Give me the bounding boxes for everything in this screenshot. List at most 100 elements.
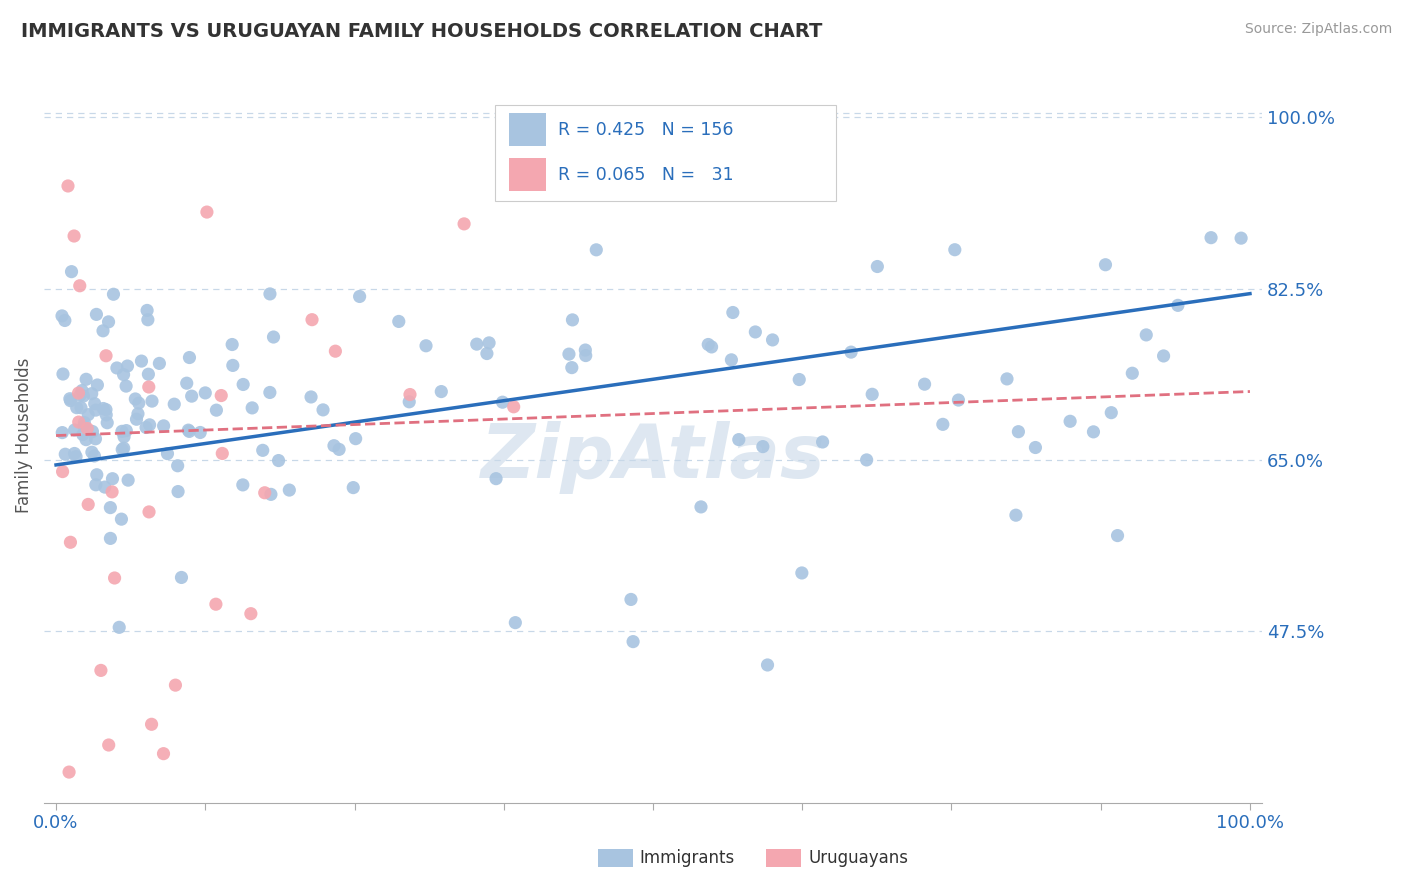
Point <box>138 368 160 382</box>
Point <box>105 361 128 376</box>
Point <box>180 389 202 403</box>
Text: R = 0.065   N =   31: R = 0.065 N = 31 <box>558 166 734 184</box>
Point <box>136 312 159 326</box>
Point <box>73 418 96 433</box>
Point <box>135 420 157 434</box>
Point <box>209 388 232 402</box>
Point <box>561 360 583 375</box>
Point <box>138 505 160 519</box>
Point <box>839 345 862 359</box>
Point <box>53 447 76 461</box>
Point <box>152 747 174 761</box>
Point <box>263 330 285 344</box>
Point <box>1121 366 1143 380</box>
Point <box>63 446 86 460</box>
Point <box>478 335 501 350</box>
Point <box>131 354 153 368</box>
Point <box>621 634 644 648</box>
Point <box>312 403 335 417</box>
Point <box>195 205 218 219</box>
Point <box>80 386 103 401</box>
Point <box>84 432 107 446</box>
Point <box>94 349 117 363</box>
Point <box>91 401 114 416</box>
Point <box>51 425 73 440</box>
Point <box>108 620 131 634</box>
Point <box>1135 327 1157 342</box>
Point <box>117 359 139 373</box>
Point <box>91 324 114 338</box>
Point <box>59 393 82 408</box>
Point <box>84 403 107 417</box>
Point <box>52 367 75 381</box>
Point <box>855 453 877 467</box>
Point <box>165 678 187 692</box>
Point <box>328 442 350 457</box>
Point <box>167 484 190 499</box>
Point <box>86 467 108 482</box>
Point <box>52 465 75 479</box>
Point <box>398 394 420 409</box>
Point <box>100 532 122 546</box>
Point <box>63 229 86 244</box>
Point <box>1107 528 1129 542</box>
Point <box>1230 231 1253 245</box>
Point <box>205 597 228 611</box>
Point <box>221 337 243 351</box>
Point <box>744 325 766 339</box>
Point <box>86 307 108 321</box>
Point <box>761 333 783 347</box>
Point <box>125 412 148 426</box>
Point <box>76 421 98 435</box>
Point <box>932 417 955 432</box>
Point <box>115 379 138 393</box>
Point <box>112 368 135 382</box>
Point <box>138 417 160 432</box>
Point <box>58 765 80 780</box>
Point <box>86 378 108 392</box>
Point <box>259 385 281 400</box>
Point <box>399 387 422 401</box>
Point <box>721 305 744 319</box>
Point <box>388 314 411 328</box>
Point <box>152 418 174 433</box>
Point <box>117 473 139 487</box>
Point <box>65 450 87 464</box>
Point <box>83 449 105 463</box>
Point <box>866 260 889 274</box>
Text: Source: ZipAtlas.com: Source: ZipAtlas.com <box>1244 22 1392 37</box>
Point <box>56 178 79 193</box>
Point <box>72 389 94 403</box>
Point <box>69 278 91 293</box>
Point <box>252 443 274 458</box>
Point <box>491 395 513 409</box>
Point <box>70 384 93 398</box>
Point <box>70 401 93 415</box>
Point <box>259 286 281 301</box>
Point <box>94 480 117 494</box>
Point <box>59 392 82 406</box>
Point <box>141 394 163 409</box>
Point <box>232 377 254 392</box>
Text: R = 0.425   N = 156: R = 0.425 N = 156 <box>558 120 734 139</box>
Point <box>415 339 437 353</box>
Point <box>156 447 179 461</box>
Point <box>166 458 188 473</box>
Point <box>860 387 883 401</box>
Point <box>700 340 723 354</box>
Y-axis label: Family Households: Family Households <box>15 358 32 513</box>
Point <box>97 738 120 752</box>
Point <box>754 156 776 170</box>
Point <box>100 500 122 515</box>
Point <box>756 657 779 672</box>
Point <box>73 416 96 430</box>
Point <box>77 408 100 422</box>
Point <box>811 434 834 449</box>
Point <box>127 407 149 421</box>
Point <box>558 347 581 361</box>
Point <box>1083 425 1105 439</box>
Point <box>1099 406 1122 420</box>
Point <box>211 446 233 460</box>
Point <box>430 384 453 399</box>
Point <box>177 423 200 437</box>
